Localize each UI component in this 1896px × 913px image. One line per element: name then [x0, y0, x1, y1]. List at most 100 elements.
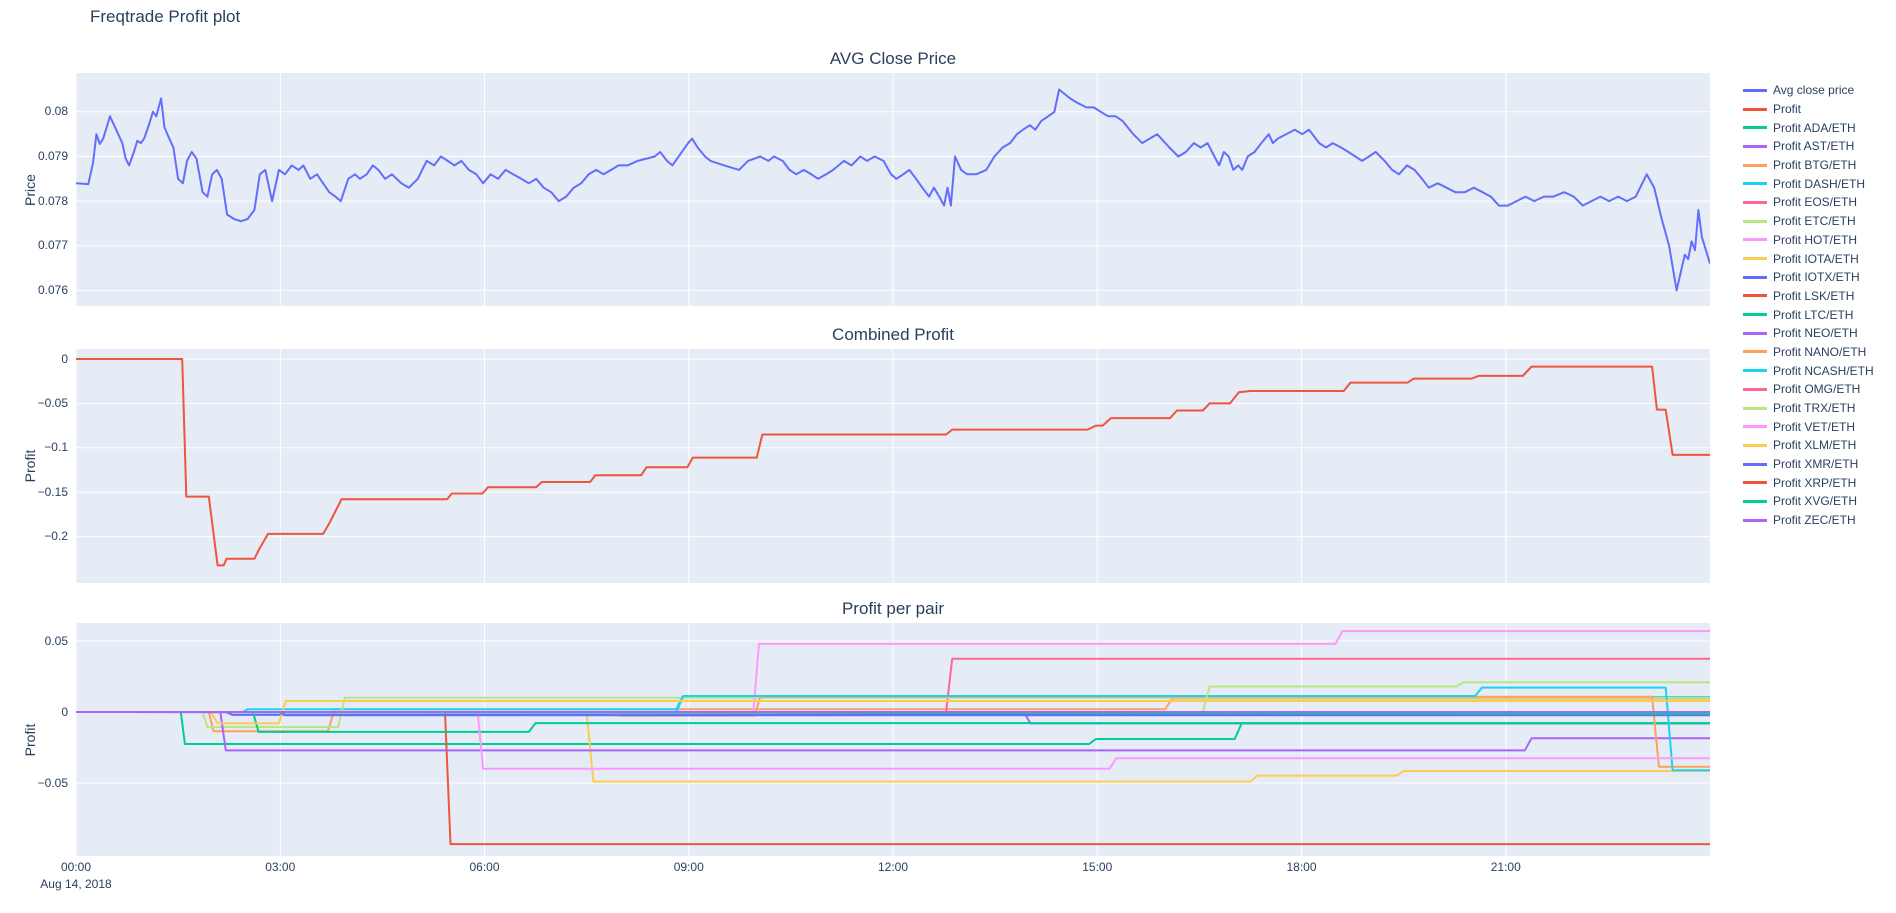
legend-label: Profit IOTA/ETH	[1773, 251, 1859, 266]
legend-item-profit-omg-eth[interactable]: Profit OMG/ETH	[1743, 380, 1874, 399]
legend-item-profit-etc-eth[interactable]: Profit ETC/ETH	[1743, 212, 1874, 231]
legend-item-profit-ncash-eth[interactable]: Profit NCASH/ETH	[1743, 361, 1874, 380]
y-tick-label: −0.15	[37, 484, 68, 499]
legend-item-profit-lsk-eth[interactable]: Profit LSK/ETH	[1743, 287, 1874, 306]
legend-line-swatch	[1743, 126, 1767, 130]
subplot-title-combined-profit: Combined Profit	[832, 325, 954, 344]
legend-line-swatch	[1743, 144, 1767, 148]
legend-item-profit-iotx-eth[interactable]: Profit IOTX/ETH	[1743, 268, 1874, 287]
y-tick-label: 0.08	[44, 104, 68, 119]
legend-line-swatch	[1743, 200, 1767, 204]
legend-line-swatch	[1743, 350, 1767, 354]
legend-label: Profit TRX/ETH	[1773, 401, 1856, 416]
y-tick-label: 0.05	[44, 633, 68, 648]
legend-item-avg-close-price[interactable]: Avg close price	[1743, 81, 1874, 100]
legend-line-swatch	[1743, 387, 1767, 391]
legend-label: Profit EOS/ETH	[1773, 195, 1858, 210]
legend-item-profit-hot-eth[interactable]: Profit HOT/ETH	[1743, 231, 1874, 250]
legend-item-profit-iota-eth[interactable]: Profit IOTA/ETH	[1743, 249, 1874, 268]
legend-line-swatch	[1743, 331, 1767, 335]
series-line-profit-ada-eth	[76, 711, 1710, 745]
legend-line-swatch	[1743, 107, 1767, 111]
legend-label: Profit	[1773, 102, 1802, 117]
legend-label: Profit XMR/ETH	[1773, 457, 1859, 472]
subplot-title-profit-per-pair: Profit per pair	[841, 599, 945, 618]
legend-item-profit-nano-eth[interactable]: Profit NANO/ETH	[1743, 343, 1874, 362]
legend-line-swatch	[1743, 275, 1767, 279]
profit-per-pair-plot-area[interactable]	[76, 623, 1710, 856]
legend-label: Profit AST/ETH	[1773, 139, 1855, 154]
legend-label: Profit VET/ETH	[1773, 419, 1856, 434]
y-tick-label: 0	[61, 351, 68, 366]
legend-line-swatch	[1743, 462, 1767, 466]
legend-line-swatch	[1743, 88, 1767, 92]
legend-label: Profit HOT/ETH	[1773, 232, 1858, 247]
x-axis-date-label: Aug 14, 2018	[40, 877, 112, 891]
legend-item-profit-ast-eth[interactable]: Profit AST/ETH	[1743, 137, 1874, 156]
legend-item-profit-trx-eth[interactable]: Profit TRX/ETH	[1743, 399, 1874, 418]
legend-line-swatch	[1743, 219, 1767, 223]
legend-item-profit-vet-eth[interactable]: Profit VET/ETH	[1743, 417, 1874, 436]
legend-item-profit-ada-eth[interactable]: Profit ADA/ETH	[1743, 118, 1874, 137]
legend-label: Avg close price	[1773, 83, 1855, 98]
x-tick-label: 12:00	[877, 860, 909, 874]
legend-item-profit-xrp-eth[interactable]: Profit XRP/ETH	[1743, 473, 1874, 492]
legend-line-swatch	[1743, 499, 1767, 503]
legend-label: Profit NCASH/ETH	[1773, 363, 1874, 378]
legend-label: Profit ADA/ETH	[1773, 120, 1856, 135]
legend-label: Profit NEO/ETH	[1773, 326, 1858, 341]
legend-line-swatch	[1743, 182, 1767, 186]
legend-item-profit[interactable]: Profit	[1743, 100, 1874, 119]
y-tick-label: 0	[61, 704, 68, 719]
y-tick-label: 0.079	[37, 148, 68, 163]
y-tick-label: 0.076	[37, 282, 68, 297]
legend-label: Profit IOTX/ETH	[1773, 270, 1860, 285]
legend-line-swatch	[1743, 163, 1767, 167]
legend-line-swatch	[1743, 238, 1767, 242]
legend-line-swatch	[1743, 481, 1767, 485]
x-tick-label: 06:00	[469, 860, 500, 874]
legend-item-profit-xlm-eth[interactable]: Profit XLM/ETH	[1743, 436, 1874, 455]
legend-line-swatch	[1743, 313, 1767, 317]
legend-line-swatch	[1743, 257, 1767, 261]
legend-line-swatch	[1743, 518, 1767, 522]
y-tick-label: −0.05	[37, 775, 68, 790]
legend-line-swatch	[1743, 406, 1767, 410]
legend-line-swatch	[1743, 425, 1767, 429]
legend-item-profit-neo-eth[interactable]: Profit NEO/ETH	[1743, 324, 1874, 343]
y-tick-label: −0.1	[44, 440, 68, 455]
series-line-avg-close-price	[76, 88, 1710, 292]
legend-label: Profit XRP/ETH	[1773, 475, 1857, 490]
legend-label: Profit XLM/ETH	[1773, 438, 1857, 453]
legend-item-profit-xvg-eth[interactable]: Profit XVG/ETH	[1743, 492, 1874, 511]
y-tick-label: 0.078	[37, 193, 68, 208]
legend-label: Profit ETC/ETH	[1773, 214, 1856, 229]
legend-line-swatch	[1743, 369, 1767, 373]
y-axis-label-profit-2: Profit	[22, 723, 38, 757]
legend-item-profit-xmr-eth[interactable]: Profit XMR/ETH	[1743, 455, 1874, 474]
legend-label: Profit OMG/ETH	[1773, 382, 1861, 397]
avg-close-price-plot-area[interactable]	[76, 73, 1710, 306]
x-tick-label: 18:00	[1286, 860, 1317, 874]
y-tick-label: −0.05	[37, 395, 68, 410]
legend-item-profit-btg-eth[interactable]: Profit BTG/ETH	[1743, 156, 1874, 175]
legend-line-swatch	[1743, 294, 1767, 298]
legend-label: Profit DASH/ETH	[1773, 176, 1866, 191]
x-tick-label: 21:00	[1490, 860, 1521, 874]
combined-profit-plot-area[interactable]	[76, 349, 1710, 583]
legend-item-profit-zec-eth[interactable]: Profit ZEC/ETH	[1743, 511, 1874, 530]
series-line-profit	[76, 358, 1710, 567]
y-tick-label: −0.2	[44, 529, 68, 544]
subplot-title-avg-close-price: AVG Close Price	[829, 49, 957, 68]
legend-label: Profit BTG/ETH	[1773, 158, 1857, 173]
series-line-profit-ncash-eth	[76, 686, 1710, 772]
legend-item-profit-eos-eth[interactable]: Profit EOS/ETH	[1743, 193, 1874, 212]
legend-item-profit-dash-eth[interactable]: Profit DASH/ETH	[1743, 174, 1874, 193]
legend-label: Profit NANO/ETH	[1773, 344, 1867, 359]
y-tick-label: 0.077	[37, 238, 68, 253]
legend-line-swatch	[1743, 443, 1767, 447]
legend-label: Profit ZEC/ETH	[1773, 513, 1856, 528]
x-tick-label: 00:00	[60, 860, 92, 874]
legend-item-profit-ltc-eth[interactable]: Profit LTC/ETH	[1743, 305, 1874, 324]
